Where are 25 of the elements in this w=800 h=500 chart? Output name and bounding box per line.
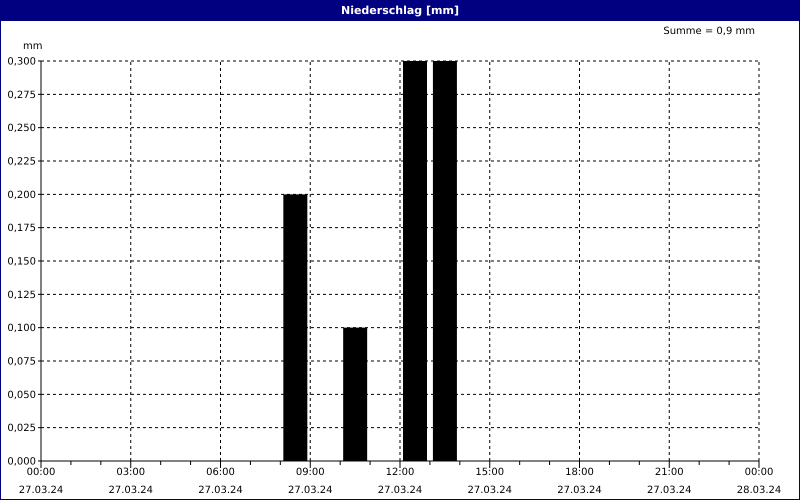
y-tick-label: 0,100: [7, 323, 36, 334]
y-tick-label: 0,000: [7, 456, 36, 468]
x-tick-label: 15:00 27.03.24: [467, 467, 512, 496]
y-tick-label: 0,125: [7, 290, 36, 301]
y-tick-label: 0,225: [7, 156, 36, 168]
y-axis-title: mm: [23, 41, 42, 52]
y-tick-label: 0,250: [7, 123, 36, 134]
x-tick-label: 12:00 27.03.24: [378, 467, 422, 496]
x-tick-label: 21:00 27.03.24: [646, 467, 692, 496]
x-tick-label: 00:00 27.03.24: [18, 467, 64, 496]
y-tick-label: 0,025: [7, 423, 36, 434]
y-tick-label: 0,075: [7, 356, 36, 368]
x-tick-label: 06:00 27.03.24: [198, 467, 243, 496]
y-tick-label: 0,175: [7, 223, 36, 234]
x-tick-label: 09:00 27.03.24: [288, 467, 333, 496]
y-tick-label: 0,050: [7, 390, 36, 401]
x-tick-label: 03:00 27.03.24: [108, 467, 154, 496]
y-tick-label: 0,200: [7, 190, 36, 201]
y-tick-label: 0,300: [7, 56, 36, 68]
text: Summe = 0,9 mm: [663, 26, 755, 37]
chart-title: Niederschlag [mm]: [1, 1, 799, 21]
x-tick-label: 00:00 28.03.24: [736, 467, 782, 496]
y-tick-label: 0,275: [7, 90, 36, 101]
y-tick-label: 0,150: [7, 256, 36, 268]
x-tick-label: 18:00 27.03.24: [557, 467, 602, 496]
